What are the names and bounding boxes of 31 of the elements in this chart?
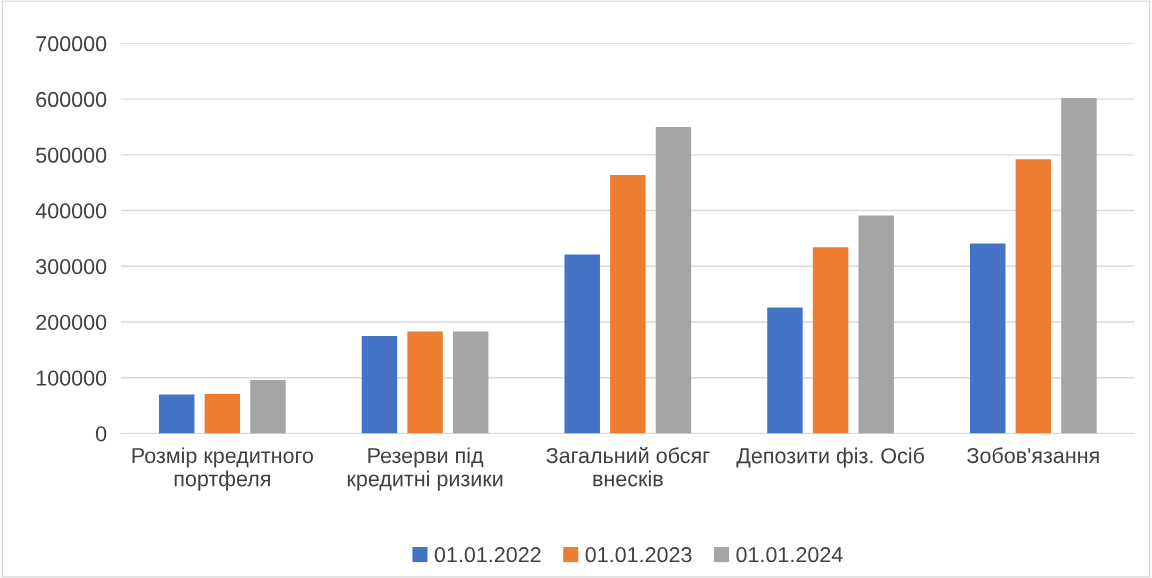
- y-tick-label: 700000: [36, 36, 107, 52]
- bar: [361, 335, 398, 434]
- x-tick-label: Розмір кредитного портфеля: [132, 447, 313, 491]
- bar: [452, 331, 489, 434]
- bar: [158, 394, 195, 434]
- bar: [969, 243, 1006, 434]
- legend-label: 01.01.2024: [736, 547, 843, 563]
- bar: [812, 247, 849, 434]
- bar: [1015, 159, 1052, 434]
- bar: [655, 126, 692, 434]
- y-tick-label: 600000: [36, 91, 107, 108]
- y-tick-label: 100000: [36, 370, 107, 386]
- bar: [610, 174, 646, 434]
- x-tick-label: Зобов'язання: [967, 447, 1099, 464]
- legend-label: 01.01.2023: [585, 547, 692, 563]
- y-tick-label: 500000: [36, 147, 107, 163]
- bar: [858, 215, 894, 434]
- x-tick-label: Депозити фіз. Осіб: [736, 447, 925, 468]
- bar: [407, 331, 443, 434]
- bar: [564, 254, 600, 434]
- y-tick-label: 200000: [36, 314, 107, 331]
- legend-label: 01.01.2022: [434, 547, 541, 563]
- x-tick-label: Загальний обсяг внесків: [546, 447, 710, 487]
- y-tick-label: 400000: [35, 203, 107, 219]
- x-tick-label: Резерви під кредитні ризики: [347, 447, 503, 491]
- bar: [1061, 97, 1097, 434]
- y-tick-label: 0: [95, 426, 107, 442]
- bar: [767, 307, 803, 434]
- bar: [204, 393, 241, 434]
- bar: [250, 379, 286, 434]
- y-tick-label: 300000: [36, 259, 107, 275]
